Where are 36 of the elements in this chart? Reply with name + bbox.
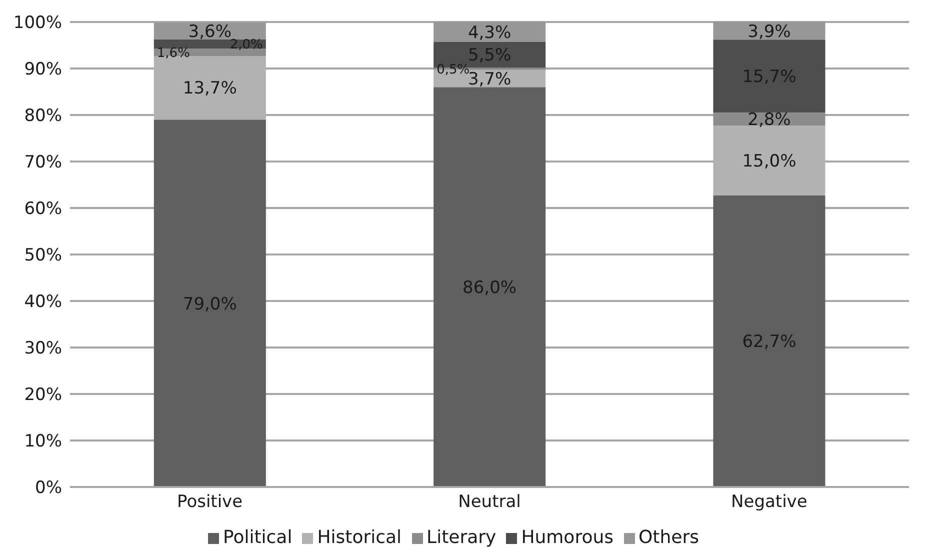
y-tick-label: 70% xyxy=(24,152,62,173)
legend-label: Historical xyxy=(317,527,402,548)
legend-label: Political xyxy=(223,527,292,548)
y-tick-label: 50% xyxy=(24,246,62,266)
data-label: 13,7% xyxy=(182,78,237,99)
x-tick-label: Negative xyxy=(731,492,808,512)
y-tick-label: 100% xyxy=(13,13,62,34)
y-tick-label: 60% xyxy=(24,199,62,220)
bar xyxy=(154,120,266,487)
data-label: 3,9% xyxy=(748,22,791,42)
legend-label: Humorous xyxy=(521,527,614,548)
y-tick-label: 30% xyxy=(24,338,62,359)
y-tick-label: 90% xyxy=(24,60,62,80)
bar xyxy=(434,22,546,42)
y-tick-label: 20% xyxy=(24,385,62,406)
data-label: 15,0% xyxy=(742,152,796,172)
legend-label: Others xyxy=(638,527,699,548)
data-label: 86,0% xyxy=(462,278,517,298)
x-tick-label: Neutral xyxy=(458,492,521,512)
y-tick-label: 10% xyxy=(24,432,62,452)
bar xyxy=(434,87,546,487)
data-label: 62,7% xyxy=(742,332,796,352)
data-label: 2,0% xyxy=(230,37,263,52)
data-label: 2,8% xyxy=(748,110,791,130)
y-tick-label: 80% xyxy=(24,106,62,126)
data-label: 3,6% xyxy=(188,22,232,42)
bar xyxy=(713,195,826,487)
y-tick-label: 0% xyxy=(35,478,62,498)
data-label: 1,6% xyxy=(156,46,190,61)
data-label: 3,7% xyxy=(468,69,512,90)
x-tick-label: Positive xyxy=(177,492,243,512)
data-label: 4,3% xyxy=(468,22,512,43)
bar xyxy=(713,40,826,113)
y-tick-label: 40% xyxy=(24,292,62,312)
data-label: 79,0% xyxy=(182,294,237,314)
legend-label: Literary xyxy=(426,527,496,548)
